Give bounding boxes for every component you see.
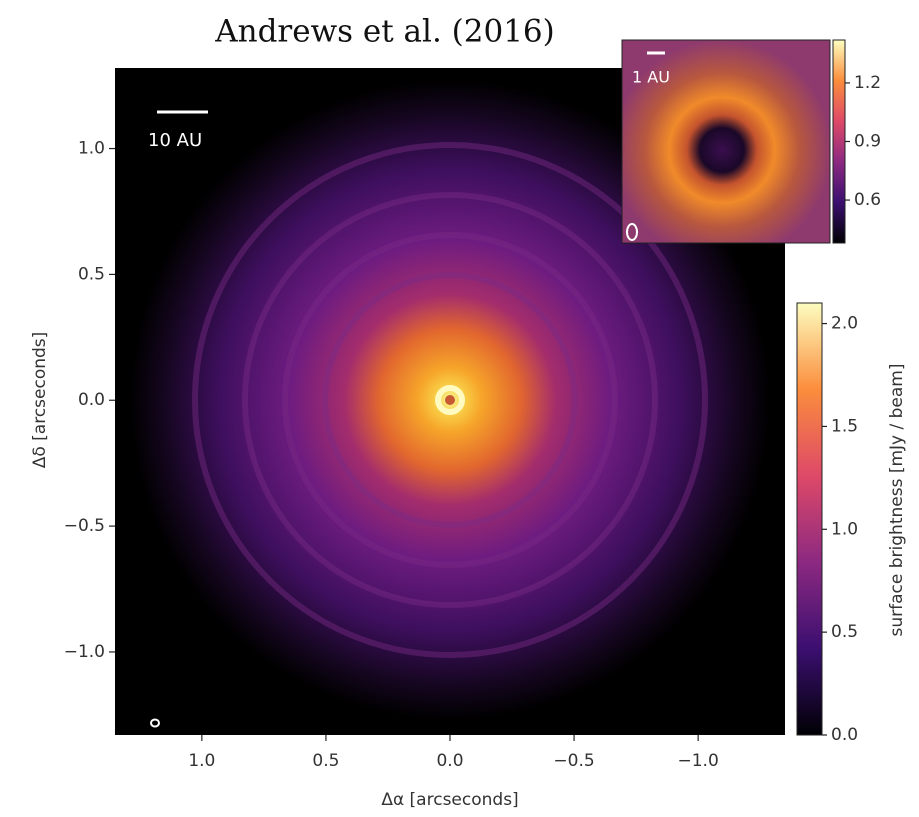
x-axis-label: Δα [arcseconds] <box>381 790 518 810</box>
colorbar-tick-label: 0.0 <box>831 725 858 745</box>
inset-image <box>621 39 831 244</box>
colorbar-tick-label: 1.5 <box>831 416 858 436</box>
y-tick-label: 0.0 <box>78 390 105 410</box>
colorbar <box>796 302 823 736</box>
inset-beam <box>626 223 638 241</box>
x-tick-label: 1.0 <box>188 751 215 771</box>
x-tick-label: 0.5 <box>312 751 339 771</box>
scale-bar-label: 10 AU <box>148 130 202 151</box>
inner-ring <box>435 385 465 415</box>
inner-cavity <box>445 395 455 405</box>
colorbar-label: surface brightness [mJy / beam] <box>887 364 907 637</box>
y-tick-label: 0.5 <box>78 264 105 284</box>
colorbar-tick-label: 2.0 <box>831 314 858 334</box>
inset-colorbar-tick-label: 1.2 <box>854 73 881 93</box>
y-tick-label: 1.0 <box>78 139 105 159</box>
inset-colorbar <box>832 39 846 244</box>
x-tick-label: −1.0 <box>678 751 719 771</box>
colorbar-tick-label: 1.0 <box>831 519 858 539</box>
x-tick-label: −0.5 <box>553 751 594 771</box>
y-tick-label: −1.0 <box>64 642 105 662</box>
x-tick-label: 0.0 <box>436 751 463 771</box>
colorbar-tick-label: 0.5 <box>831 622 858 642</box>
chart-title: Andrews et al. (2016) <box>214 14 555 50</box>
y-tick-label: −0.5 <box>64 516 105 536</box>
y-axis-label: Δδ [arcseconds] <box>30 332 50 469</box>
inset-scale-bar-label: 1 AU <box>632 68 670 87</box>
inset-colorbar-tick-label: 0.6 <box>854 190 881 210</box>
disk-rings <box>192 142 708 658</box>
inset-colorbar-tick-label: 0.9 <box>854 132 881 152</box>
beam <box>150 718 160 728</box>
